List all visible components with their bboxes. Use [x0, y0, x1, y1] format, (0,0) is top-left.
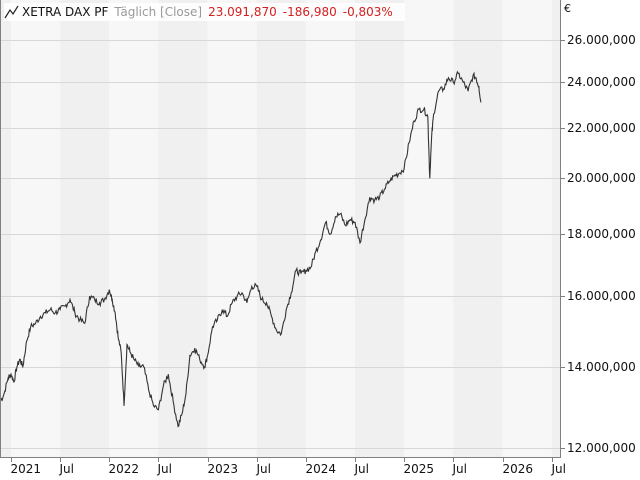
y-tick-label: 22.000,000	[567, 120, 636, 135]
x-tick-label: Jul	[157, 462, 172, 476]
y-tick-label: 12.000,000	[567, 440, 636, 455]
chart-header: XETRA DAX PF Täglich [Close] 23.091,870 …	[4, 3, 405, 21]
half-year-bands	[0, 0, 560, 457]
y-tick-label: 24.000,000	[567, 74, 636, 89]
x-tick-label: Jul	[452, 462, 467, 476]
currency-label: €	[564, 2, 571, 15]
y-tick-label: 20.000,000	[567, 170, 636, 185]
x-tick-label: Jul	[256, 462, 271, 476]
x-tick-label: Jul	[354, 462, 369, 476]
x-tick-label: 2023	[207, 462, 239, 476]
price-line	[0, 70, 482, 428]
frequency-label[interactable]: Täglich [Close]	[114, 5, 203, 19]
price-change-pct: -0,803%	[342, 5, 393, 19]
y-tick-label: 14.000,000	[567, 359, 636, 374]
x-tick-label: 2022	[108, 462, 140, 476]
x-tick-label: 2026	[502, 462, 534, 476]
x-tick-label: 2024	[305, 462, 337, 476]
y-tick-label: 26.000,000	[567, 32, 636, 47]
last-price: 23.091,870	[208, 5, 277, 19]
y-tick-label: 18.000,000	[567, 226, 636, 241]
x-tick-label: Jul	[551, 462, 566, 476]
line-chart-icon[interactable]	[4, 5, 20, 19]
y-tick-label: 16.000,000	[567, 288, 636, 303]
x-tick-label: 2025	[403, 462, 435, 476]
instrument-name: XETRA DAX PF	[22, 5, 109, 19]
x-tick-label: 2021	[10, 462, 42, 476]
x-tick-label: Jul	[59, 462, 74, 476]
price-change: -186,980	[282, 5, 337, 19]
axis-ticks	[11, 40, 565, 462]
